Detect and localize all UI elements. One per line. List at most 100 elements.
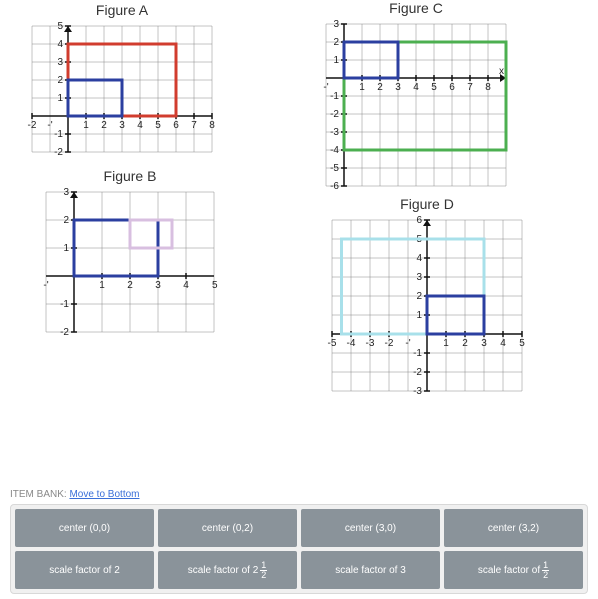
svg-text:1: 1 [57,93,63,104]
svg-text:7: 7 [191,120,197,131]
svg-text:-2: -2 [54,147,63,158]
figure-b-grid: 1 2 3 4 -' 5 -2 -1 1 2 3 [40,186,220,338]
svg-text:-': -' [43,280,48,291]
svg-text:4: 4 [183,280,189,291]
svg-text:5: 5 [431,82,437,93]
svg-text:5: 5 [519,338,525,349]
svg-text:-2: -2 [330,109,339,120]
svg-text:3: 3 [395,82,401,93]
svg-text:3: 3 [155,280,161,291]
svg-text:-2: -2 [28,120,37,131]
bank-tile-text: center (0,2) [202,523,253,534]
svg-text:2: 2 [377,82,383,93]
svg-text:-': -' [47,120,52,131]
figure-b: Figure B 1 2 3 4 -' 5 -2 -1 1 2 3 [40,168,220,338]
svg-text:-3: -3 [366,338,375,349]
figures-area: Figure A -2 1 2 3 4 5 6 7 8 -' -2 -1 1 2 3 4 5 Figure B … [0,0,598,470]
bank-tile-text: scale factor of 2 [188,565,259,576]
svg-text:-3: -3 [413,386,422,397]
svg-text:1: 1 [359,82,365,93]
bank-tile-7[interactable]: scale factor of 12 [444,551,583,589]
svg-text:x: x [499,66,504,77]
svg-text:2: 2 [333,37,339,48]
svg-text:-4: -4 [330,145,339,156]
svg-text:6: 6 [449,82,455,93]
figure-a-grid: -2 1 2 3 4 5 6 7 8 -' -2 -1 1 2 3 4 5 [26,20,218,158]
svg-text:2: 2 [462,338,468,349]
svg-text:-1: -1 [330,91,339,102]
bank-tile-text: center (3,2) [488,523,539,534]
figure-a-title: Figure A [26,2,218,18]
svg-text:-2: -2 [413,367,422,378]
figure-a: Figure A -2 1 2 3 4 5 6 7 8 -' -2 -1 1 2 3 4 5 [26,2,218,158]
svg-text:-1: -1 [60,299,69,310]
bank-tile-text: scale factor of 2 [49,565,120,576]
svg-text:-2: -2 [385,338,394,349]
svg-text:3: 3 [481,338,487,349]
figure-c: Figure C 1 2 3 4 5 6 7 8 -' -6 -5 -4 -3 -2 -1 1 2 3 x [320,0,512,192]
bank-tile-3[interactable]: center (3,2) [444,509,583,547]
bank-tile-text: center (0,0) [59,523,110,534]
figure-b-title: Figure B [40,168,220,184]
svg-text:7: 7 [467,82,473,93]
bank-tile-text: scale factor of 3 [335,565,406,576]
svg-text:1: 1 [333,55,339,66]
svg-text:3: 3 [119,120,125,131]
svg-text:3: 3 [63,187,69,198]
svg-text:-2: -2 [60,327,69,338]
svg-text:1: 1 [83,120,89,131]
svg-text:8: 8 [209,120,215,131]
bank-container: center (0,0) center (0,2) center (3,0) cent… [10,504,588,594]
svg-text:1: 1 [416,310,422,321]
svg-text:4: 4 [416,253,422,264]
figure-d-grid: -5-4-3-212345-'-3-2-1123456 [326,214,528,397]
svg-text:-1: -1 [54,129,63,140]
item-bank-label: ITEM BANK: [10,489,69,500]
svg-text:3: 3 [333,19,339,30]
svg-text:1: 1 [443,338,449,349]
bank-tile-text: center (3,0) [345,523,396,534]
bank-tile-1[interactable]: center (0,2) [158,509,297,547]
svg-text:-4: -4 [347,338,356,349]
svg-text:-5: -5 [330,163,339,174]
bank-tile-0[interactable]: center (0,0) [15,509,154,547]
figure-d-title: Figure D [326,196,528,212]
svg-text:-1: -1 [413,348,422,359]
svg-text:4: 4 [57,39,63,50]
svg-text:1: 1 [63,243,69,254]
svg-text:3: 3 [416,272,422,283]
svg-text:8: 8 [485,82,491,93]
svg-text:1: 1 [99,280,105,291]
svg-text:4: 4 [137,120,143,131]
bank-tile-5[interactable]: scale factor of 212 [158,551,297,589]
svg-text:2: 2 [127,280,133,291]
svg-text:4: 4 [413,82,419,93]
svg-text:6: 6 [416,215,422,226]
svg-text:2: 2 [416,291,422,302]
svg-text:5: 5 [57,21,63,32]
svg-text:5: 5 [212,280,218,291]
svg-text:-3: -3 [330,127,339,138]
fraction: 12 [542,561,549,580]
svg-text:5: 5 [155,120,161,131]
svg-text:2: 2 [63,215,69,226]
svg-text:2: 2 [101,120,107,131]
bank-tile-2[interactable]: center (3,0) [301,509,440,547]
bank-tile-4[interactable]: scale factor of 2 [15,551,154,589]
svg-text:3: 3 [57,57,63,68]
figure-d: Figure D -5-4-3-212345-'-3-2-1123456 [326,196,528,397]
figure-c-grid: 1 2 3 4 5 6 7 8 -' -6 -5 -4 -3 -2 -1 1 2 3 x [320,18,512,192]
svg-text:2: 2 [57,75,63,86]
bank-tile-6[interactable]: scale factor of 3 [301,551,440,589]
svg-text:6: 6 [173,120,179,131]
svg-text:-': -' [323,82,328,93]
fraction: 12 [260,561,267,580]
bank-tile-text: scale factor of [478,565,540,576]
svg-text:-5: -5 [328,338,337,349]
figure-c-title: Figure C [320,0,512,16]
svg-text:-6: -6 [330,181,339,192]
move-to-bottom-link[interactable]: Move to Bottom [69,489,139,500]
item-bank: ITEM BANK: Move to Bottom center (0,0)ce… [10,484,588,594]
svg-text:4: 4 [500,338,506,349]
svg-text:-': -' [405,338,410,349]
